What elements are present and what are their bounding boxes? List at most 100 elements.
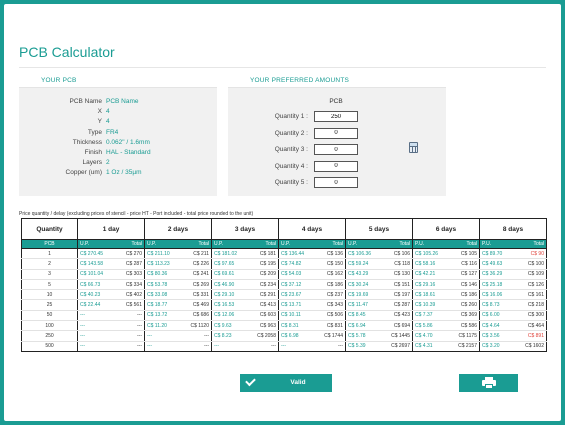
unit-price-cell: C$ 43.29 — [345, 269, 386, 280]
total-price-cell: C$ 831 — [318, 320, 346, 332]
total-price-cell: C$ 402 — [117, 289, 145, 301]
unit-price-subheader: U.P. — [144, 239, 185, 249]
unit-price-cell: C$ 143.58 — [77, 258, 118, 270]
total-price-cell: C$ 586 — [452, 320, 480, 332]
total-price-cell: C$ 116 — [452, 258, 480, 270]
total-price-cell: C$ 151 — [385, 279, 413, 291]
quantity-label: Quantity 3 : — [274, 146, 308, 153]
quantity-label: Quantity 5 : — [274, 179, 308, 186]
total-price-cell: C$ 130 — [385, 269, 413, 280]
total-subheader: Total — [251, 239, 279, 249]
unit-price-cell: C$ 53.78 — [144, 279, 185, 291]
delay-header: 1 day — [77, 218, 145, 240]
total-price-cell: --- — [117, 330, 145, 342]
title-divider — [19, 67, 546, 68]
total-price-cell: C$ 1120 — [184, 320, 212, 332]
total-price-cell: C$ 1602 — [519, 341, 547, 352]
your-pcb-header: YOUR PCB — [19, 74, 217, 88]
print-button[interactable] — [459, 374, 518, 392]
unit-price-subheader: U.P. — [211, 239, 252, 249]
quantity-input-5[interactable] — [314, 177, 358, 188]
quantity-input-2[interactable] — [314, 127, 358, 139]
unit-price-cell: C$ 113.23 — [144, 258, 185, 270]
total-price-cell: C$ 561 — [117, 299, 145, 311]
unit-price-subheader: U.P. — [77, 239, 118, 249]
calculator-icon[interactable] — [409, 142, 418, 153]
unit-price-cell: C$ 8.73 — [479, 299, 520, 311]
unit-price-cell: C$ 7.37 — [412, 310, 453, 322]
pcb-field-label: PCB Name — [69, 98, 102, 105]
delay-header: 4 days — [278, 218, 346, 240]
unit-price-cell: C$ 9.63 — [211, 320, 252, 332]
total-price-cell: C$ 300 — [519, 310, 547, 322]
delay-header: 6 days — [412, 218, 480, 240]
unit-price-cell: --- — [77, 320, 118, 332]
pcb-field-label: Thickness — [72, 138, 102, 146]
unit-price-cell: C$ 23.67 — [278, 289, 319, 301]
unit-price-cell: C$ 101.04 — [77, 269, 118, 280]
total-price-cell: C$ 1744 — [318, 330, 346, 342]
quantity-input-4[interactable] — [314, 160, 358, 172]
pcb-field-label: X — [97, 108, 102, 116]
pcb-field-value: 1 Oz / 35µm — [106, 169, 142, 177]
quantity-cell: 3 — [21, 269, 78, 280]
quantity-row: Quantity 2 : — [228, 127, 446, 140]
total-price-cell: C$ 136 — [318, 248, 346, 260]
unit-price-cell: --- — [211, 341, 252, 352]
unit-price-cell: C$ 37.12 — [278, 279, 319, 291]
unit-price-cell: C$ 49.63 — [479, 258, 520, 270]
total-price-cell: --- — [251, 341, 279, 352]
pcb-field-value: HAL - Standard — [106, 149, 151, 156]
unit-price-cell: C$ 105.26 — [412, 248, 453, 260]
total-price-cell: C$ 603 — [251, 310, 279, 322]
valid-button[interactable]: Valid — [240, 374, 332, 392]
quantity-input-3[interactable] — [314, 144, 358, 155]
quantity-header: Quantity — [21, 218, 78, 240]
quantity-row: Quantity 3 : — [228, 144, 446, 156]
total-price-cell: C$ 891 — [519, 330, 547, 342]
unit-price-cell: C$ 106.36 — [345, 248, 386, 260]
total-price-cell: C$ 150 — [318, 258, 346, 270]
total-price-cell: C$ 181 — [251, 248, 279, 260]
unit-price-cell: C$ 16.06 — [479, 289, 520, 301]
delay-header: 8 days — [479, 218, 547, 240]
unit-price-cell: C$ 8.45 — [345, 310, 386, 322]
delay-header: 2 days — [144, 218, 212, 240]
total-price-cell: C$ 218 — [519, 299, 547, 311]
total-price-cell: C$ 303 — [117, 269, 145, 280]
total-price-cell: --- — [318, 341, 346, 352]
table-row: 250 --- --- --- --- C$ 8.23 C$ 2058 C$ 6.98 C$ 1… — [21, 330, 547, 342]
unit-price-cell: --- — [77, 310, 118, 322]
table-row: 25 C$ 22.44 C$ 561 C$ 18.77 C$ 469 C$ 16.53 C$… — [21, 299, 547, 311]
unit-price-cell: C$ 6.00 — [479, 310, 520, 322]
unit-price-cell: C$ 36.29 — [479, 269, 520, 280]
pcb-field-label: Type — [87, 128, 102, 136]
unit-price-subheader: P.U. — [412, 239, 453, 249]
total-price-cell: C$ 2058 — [251, 330, 279, 342]
unit-price-cell: C$ 58.16 — [412, 258, 453, 270]
total-price-cell: C$ 211 — [184, 248, 212, 260]
table-row: 10 C$ 40.23 C$ 402 C$ 33.08 C$ 331 C$ 29.10 C$… — [21, 289, 547, 301]
quantity-cell: 25 — [21, 299, 78, 311]
quantity-input-1[interactable] — [314, 111, 358, 122]
total-price-cell: C$ 291 — [251, 289, 279, 301]
total-price-cell: C$ 1445 — [385, 330, 413, 342]
total-price-cell: C$ 260 — [452, 299, 480, 311]
unit-price-cell: C$ 19.69 — [345, 289, 386, 301]
unit-price-cell: C$ 181.02 — [211, 248, 252, 260]
table-row: 500 --- --- --- --- --- --- --- --- C$ 5.39 C$ 269… — [21, 341, 547, 352]
quantity-cell: 5 — [21, 279, 78, 291]
table-row: 3 C$ 101.04 C$ 303 C$ 80.36 C$ 241 C$ 69.61 C$… — [21, 269, 547, 280]
unit-price-subheader: U.P. — [345, 239, 386, 249]
price-table-subheader: PCB U.P. Total U.P. Total U.P. Total U.P. Total U… — [21, 239, 547, 249]
unit-price-cell: C$ 59.24 — [345, 258, 386, 270]
unit-price-cell: C$ 30.24 — [345, 279, 386, 291]
table-row: 2 C$ 143.58 C$ 287 C$ 113.23 C$ 226 C$ 97.65 C… — [21, 258, 547, 270]
total-price-cell: C$ 269 — [184, 279, 212, 291]
unit-price-cell: C$ 54.03 — [278, 269, 319, 280]
total-subheader: Total — [184, 239, 212, 249]
quantity-cell: 50 — [21, 310, 78, 322]
total-price-cell: C$ 90 — [519, 248, 547, 260]
total-price-cell: C$ 241 — [184, 269, 212, 280]
unit-price-cell: C$ 33.08 — [144, 289, 185, 301]
